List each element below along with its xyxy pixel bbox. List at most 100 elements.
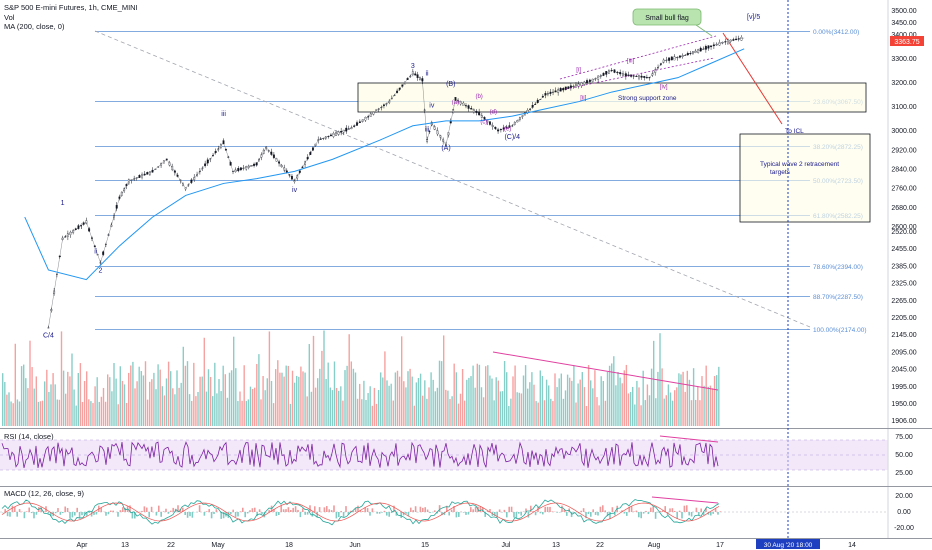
volume-bar bbox=[188, 394, 191, 426]
macd-histogram-bar bbox=[467, 512, 470, 515]
macd-histogram-bar bbox=[544, 506, 546, 512]
macd-histogram-bar bbox=[676, 512, 678, 519]
volume-bar bbox=[648, 395, 651, 426]
macd-histogram-bar bbox=[155, 512, 158, 516]
volume-bar bbox=[375, 403, 378, 426]
subwave-label: [ii] bbox=[580, 95, 586, 101]
macd-histogram-bar bbox=[426, 509, 429, 512]
macd-histogram-bar bbox=[436, 512, 438, 514]
macd-histogram-bar bbox=[227, 512, 230, 518]
macd-histogram-bar bbox=[9, 512, 11, 517]
support-zone-label: Strong support zone bbox=[618, 95, 677, 102]
macd-histogram-bar bbox=[633, 511, 635, 512]
projection-line bbox=[722, 32, 783, 125]
macd-histogram-bar bbox=[508, 506, 510, 512]
volume-bar bbox=[560, 373, 562, 426]
price-tick-label: 1995.00 bbox=[891, 384, 916, 391]
macd-histogram-bar bbox=[160, 512, 162, 517]
macd-histogram-bar bbox=[657, 512, 659, 513]
volume-bar bbox=[138, 366, 140, 426]
macd-histogram-bar bbox=[707, 512, 710, 515]
macd-histogram-bar bbox=[292, 507, 294, 512]
retracement-note: targets bbox=[770, 169, 791, 176]
volume-bar bbox=[224, 374, 226, 426]
volume-bar bbox=[419, 373, 422, 426]
macd-histogram-bar bbox=[335, 512, 338, 519]
macd-histogram-bar bbox=[191, 512, 194, 518]
volume-bar bbox=[451, 396, 453, 426]
volume-bar bbox=[331, 390, 334, 426]
macd-histogram-bar bbox=[328, 509, 330, 512]
volume-bar bbox=[8, 392, 10, 426]
volume-bar bbox=[193, 362, 195, 426]
volume-bar bbox=[41, 400, 44, 426]
subwave-label: (a) bbox=[452, 100, 459, 106]
volume-bar bbox=[615, 385, 617, 426]
volume-bar bbox=[180, 382, 182, 426]
volume-bar bbox=[12, 403, 14, 426]
macd-histogram-bar bbox=[69, 512, 71, 519]
volume-bar bbox=[671, 400, 674, 426]
volume-bar bbox=[14, 343, 16, 426]
volume-bar bbox=[480, 387, 483, 426]
volume-bar bbox=[365, 400, 367, 426]
macd-histogram-bar bbox=[542, 512, 544, 515]
volume-bar bbox=[81, 401, 84, 426]
volume-bar bbox=[562, 398, 565, 426]
volume-bar bbox=[602, 380, 604, 426]
volume-bar bbox=[256, 363, 258, 426]
volume-bar bbox=[678, 373, 680, 426]
macd-histogram-bar bbox=[503, 509, 506, 512]
time-tick-label: 22 bbox=[167, 542, 175, 549]
volume-bar bbox=[136, 381, 138, 426]
volume-bar bbox=[642, 370, 644, 426]
volume-bar bbox=[478, 364, 481, 426]
macd-histogram-bar bbox=[256, 512, 258, 517]
macd-histogram-bar bbox=[532, 511, 534, 512]
macd-histogram-bar bbox=[165, 508, 167, 512]
ma-indicator-label: MA (200, close, 0) bbox=[4, 22, 65, 31]
volume-bar bbox=[31, 367, 33, 426]
macd-histogram-bar bbox=[342, 512, 345, 517]
macd-histogram-bar bbox=[148, 512, 150, 518]
macd-histogram-bar bbox=[170, 510, 172, 512]
macd-histogram-bar bbox=[210, 512, 213, 519]
volume-bar bbox=[363, 380, 365, 426]
macd-histogram-bar bbox=[376, 512, 378, 514]
volume-bar bbox=[220, 391, 222, 426]
volume-bar bbox=[291, 370, 294, 426]
price-tick-label: 3300.00 bbox=[891, 56, 916, 63]
volume-bar bbox=[449, 399, 451, 426]
macd-histogram-bar bbox=[64, 506, 66, 512]
macd-histogram-bar bbox=[311, 512, 314, 517]
volume-bar bbox=[411, 376, 413, 426]
macd-histogram-bar bbox=[280, 505, 282, 512]
time-tick-label: Jun bbox=[349, 542, 360, 549]
volume-bar bbox=[27, 388, 29, 426]
volume-bar bbox=[310, 391, 313, 426]
volume-bar bbox=[342, 400, 344, 426]
macd-histogram-bar bbox=[35, 512, 38, 515]
volume-bar bbox=[413, 405, 415, 426]
subwave-label: [iv] bbox=[660, 84, 668, 90]
volume-bar bbox=[125, 402, 128, 426]
volume-bar bbox=[625, 364, 628, 426]
macd-histogram-bar bbox=[179, 508, 182, 512]
macd-histogram-bar bbox=[635, 510, 638, 512]
price-tick-label: 2920.00 bbox=[891, 147, 916, 154]
volume-bar bbox=[581, 372, 583, 426]
macd-histogram-bar bbox=[105, 512, 107, 516]
volume-bar bbox=[390, 383, 392, 426]
macd-histogram-bar bbox=[208, 509, 210, 512]
volume-bar bbox=[674, 390, 676, 426]
macd-histogram-bar bbox=[470, 507, 472, 512]
volume-bar bbox=[163, 395, 166, 426]
volume-bar bbox=[48, 392, 50, 426]
volume-bar bbox=[56, 399, 58, 426]
macd-histogram-bar bbox=[422, 507, 424, 512]
volume-bar bbox=[94, 386, 96, 426]
volume-bar bbox=[657, 371, 659, 426]
volume-bar bbox=[596, 397, 598, 426]
macd-histogram-bar bbox=[702, 512, 705, 516]
